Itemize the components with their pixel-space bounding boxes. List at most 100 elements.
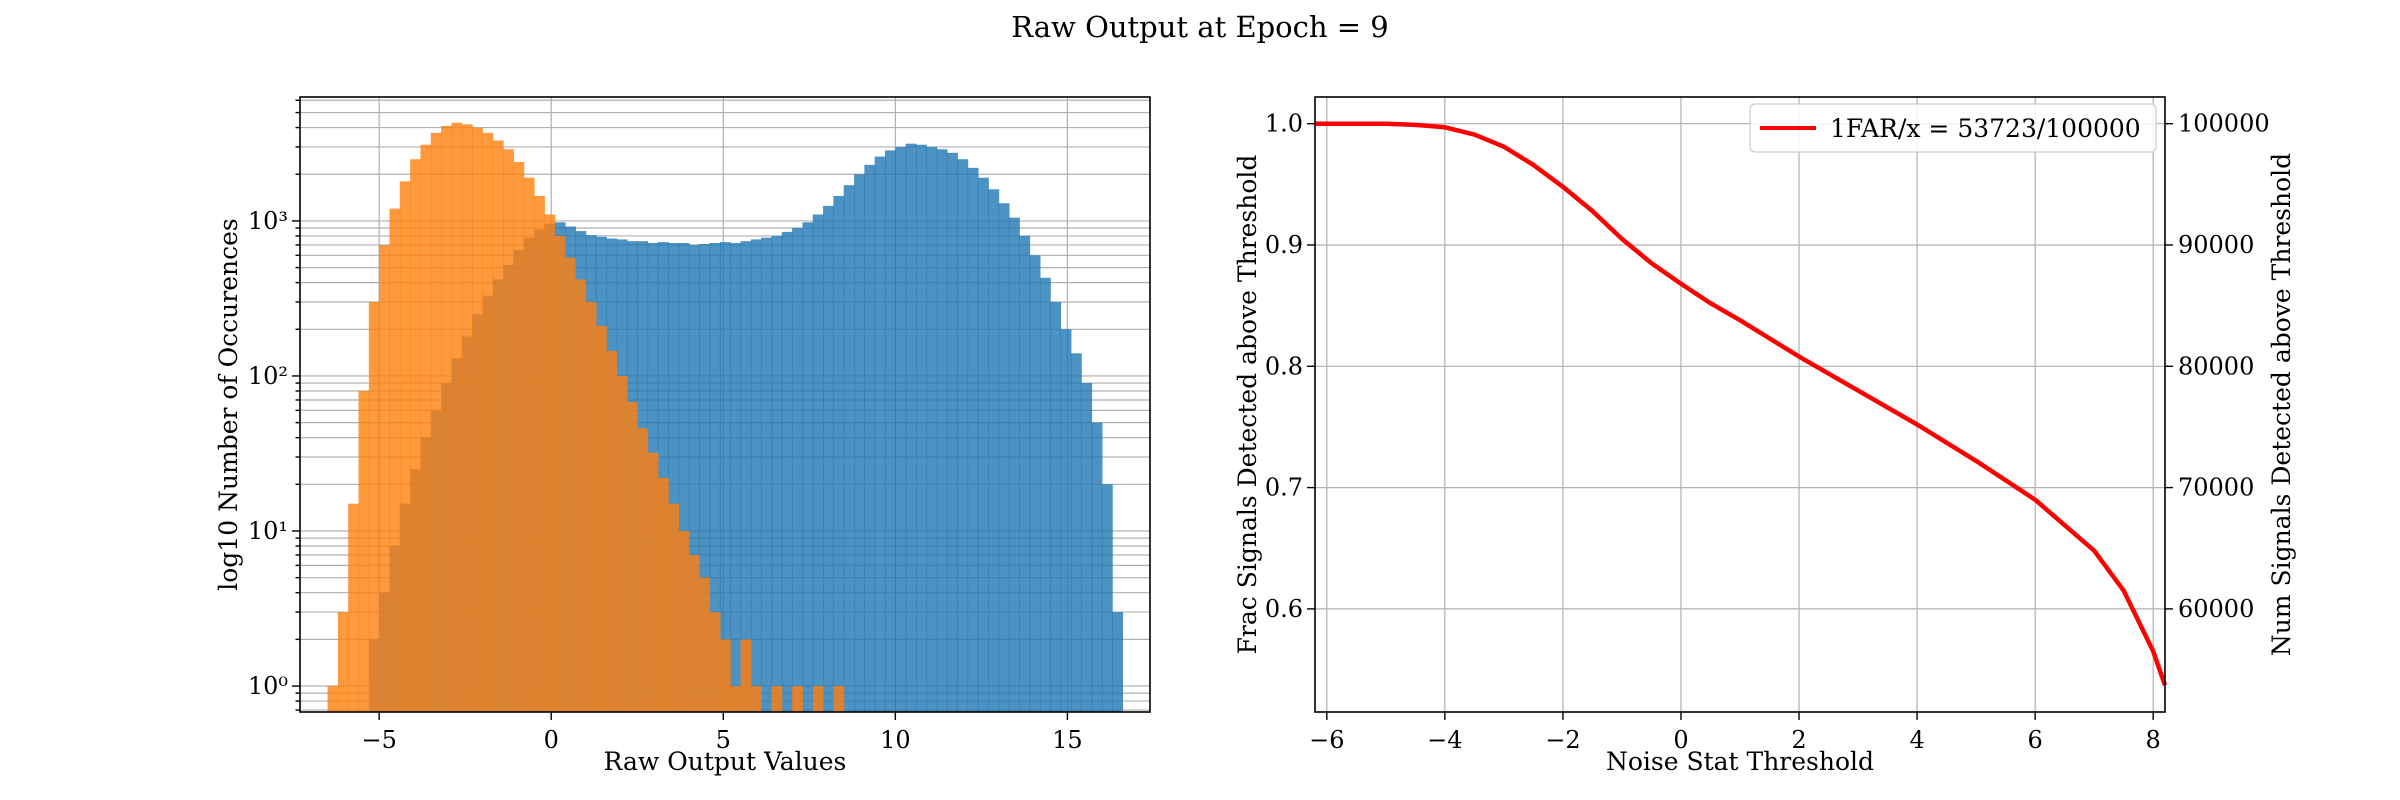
histogram-bar-orange: [678, 530, 690, 712]
histogram-bar-orange: [792, 686, 804, 712]
histogram-bar-blue: [905, 143, 917, 712]
detection-curve-x-tick-label: 0: [1673, 726, 1688, 754]
histogram-bar-orange: [451, 122, 463, 713]
detection-curve-left-y-tick-label: 0.6: [1265, 595, 1303, 623]
histogram-bar-blue: [864, 164, 876, 713]
histogram-y-tick-label: 10³: [248, 207, 288, 235]
histogram-bar-blue: [957, 159, 969, 713]
histogram-bar-blue: [1081, 383, 1093, 712]
histogram-y-tick-label: 10²: [248, 362, 288, 390]
histogram-bar-orange: [379, 244, 391, 712]
histogram-bar-orange: [616, 375, 628, 712]
histogram-bar-orange: [430, 132, 442, 713]
legend-frame: [1749, 103, 2157, 153]
histogram-bar-orange: [544, 214, 556, 712]
histogram-bar-blue: [1091, 422, 1103, 712]
histogram-bar-blue: [1029, 255, 1041, 712]
histogram-bar-blue: [946, 152, 958, 712]
histogram-bar-orange: [709, 612, 721, 712]
detection-curve-right-y-tick-label: 70000: [2178, 474, 2254, 502]
histogram-bar-blue: [843, 185, 855, 713]
histogram-x-tick-label: 15: [1052, 726, 1083, 754]
histogram-bar-orange: [812, 686, 824, 712]
detection-curve-x-axis-label: Noise Stat Threshold: [1606, 747, 1874, 776]
histogram-bar-orange: [461, 124, 473, 712]
histogram-bar-orange: [410, 159, 422, 713]
detection-curve-chart: −6 −4 −2 0 2 4 6 8 0.6 0.7 0.8 0.9 1.0 60000 70000 8000…: [1233, 96, 2296, 776]
histogram-bar-orange: [554, 235, 566, 712]
histogram-bar-blue: [1101, 484, 1113, 712]
histogram-y-tick-label: 10¹: [248, 517, 288, 545]
histogram-bar-blue: [781, 231, 793, 713]
histogram-bar-orange: [637, 428, 649, 712]
histogram-bar-blue: [688, 244, 700, 712]
histogram-bar-blue: [657, 242, 669, 712]
detection-curve-right-y-tick-label: 90000: [2178, 231, 2254, 259]
detection-curve-left-y-tick-label: 0.8: [1265, 352, 1303, 380]
detection-curve-left-y-tick-label: 1.0: [1265, 110, 1303, 138]
histogram-x-axis-label: Raw Output Values: [604, 747, 847, 776]
histogram-plot-frame: [299, 96, 1151, 713]
histogram-bar-orange: [668, 503, 680, 712]
histogram-bar-orange: [534, 195, 545, 712]
histogram-bar-blue: [678, 243, 690, 713]
histogram-bar-orange: [657, 477, 669, 712]
detection-curve-left-y-tick-label: 0.9: [1265, 231, 1303, 259]
histogram-bar-blue: [792, 228, 804, 712]
histogram-bar-blue: [719, 242, 731, 712]
histogram-bar-blue: [750, 239, 762, 712]
histogram-bar-orange: [719, 639, 731, 712]
detection-curve-x-tick-label: 4: [1909, 726, 1924, 754]
histogram-x-tick-label: 5: [716, 726, 731, 754]
histogram-bar-orange: [389, 208, 401, 712]
histogram-bar-orange: [368, 301, 380, 712]
figure-title: Raw Output at Epoch = 9: [1011, 10, 1389, 44]
histogram-bar-blue: [823, 205, 835, 712]
histogram-bar-blue: [709, 243, 721, 713]
detection-curve-plot-frame: [1314, 96, 2166, 713]
histogram-bar-orange: [523, 177, 535, 713]
legend: 1FAR/x = 53723/100000: [1749, 103, 2157, 153]
histogram-bar-orange: [606, 350, 618, 712]
histogram-bar-orange: [575, 279, 587, 712]
histogram-bar-blue: [1050, 301, 1062, 712]
detection-curve-right-y-tick-label: 100000: [2178, 110, 2270, 138]
histogram-bar-orange: [833, 686, 845, 712]
detection-curve-x-tick-label: 8: [2146, 726, 2161, 754]
detection-curve-x-tick-label: −6: [1309, 726, 1344, 754]
histogram-bar-blue: [1008, 217, 1020, 713]
histogram-bar-blue: [761, 237, 773, 712]
detection-curve-left-y-tick-label: 0.7: [1265, 474, 1303, 502]
histogram-bar-orange: [564, 257, 576, 712]
detection-curve-grid: [1315, 97, 2165, 712]
histogram-bar-orange: [647, 452, 659, 712]
detection-curve-left-y-axis-label: Frac Signals Detected above Threshold: [1233, 155, 1262, 655]
histogram-bar-blue: [1060, 329, 1072, 712]
histogram-bar-orange: [503, 149, 514, 712]
histogram-bar-blue: [988, 189, 1000, 712]
detection-curve-right-y-axis-label: Num Signals Detected above Threshold: [2267, 153, 2296, 656]
detection-curve-x-tick-label: −2: [1545, 726, 1580, 754]
histogram-bar-orange: [699, 577, 711, 712]
histogram-bar-blue: [730, 243, 742, 713]
detection-curve-x-tick-label: −4: [1427, 726, 1462, 754]
histogram-bar-blue: [668, 243, 680, 713]
histogram-bar-orange: [492, 140, 504, 713]
histogram-bar-orange: [585, 301, 597, 712]
histogram-chart: −5 0 5 10 15 10⁰ 10¹ 10² 10³ Raw Output Values l…: [214, 96, 1151, 776]
histogram-bar-orange: [771, 686, 783, 712]
histogram-bar-blue: [771, 235, 783, 712]
histogram-bar-blue: [1019, 235, 1031, 712]
histogram-bar-orange: [688, 555, 700, 712]
histogram-bar-blue: [1039, 277, 1051, 712]
detection-curve-x-tick-label: 2: [1791, 726, 1806, 754]
legend-label: 1FAR/x = 53723/100000: [1830, 114, 2141, 143]
histogram-x-tick-label: −5: [361, 726, 396, 754]
histogram-bar-blue: [854, 174, 865, 712]
histogram-bar-orange: [337, 612, 349, 712]
detection-curve-right-y-tick-label: 80000: [2178, 352, 2254, 380]
histogram-bar-orange: [399, 181, 411, 712]
histogram-bar-orange: [740, 639, 752, 712]
histogram-ticks: −5 0 5 10 15 10⁰ 10¹ 10² 10³: [248, 99, 1083, 754]
